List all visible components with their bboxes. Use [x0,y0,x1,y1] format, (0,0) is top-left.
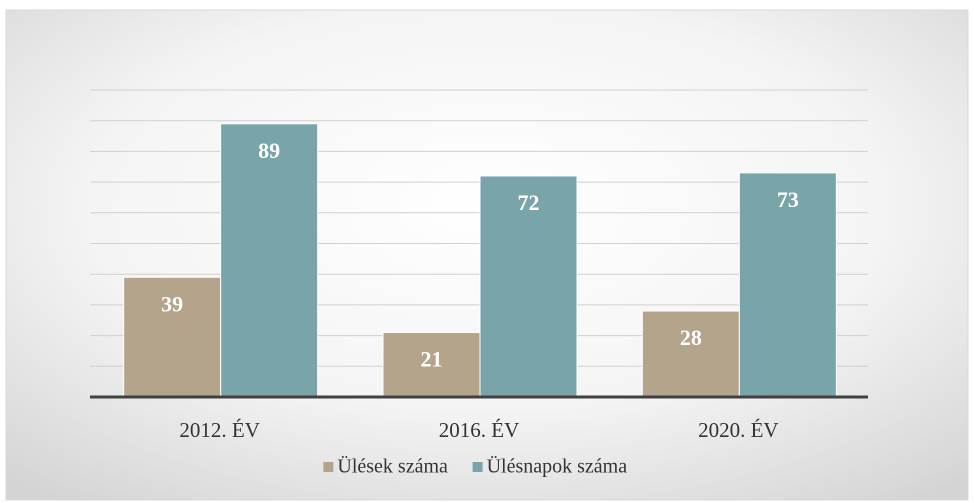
data-label: 72 [518,190,540,215]
legend-label: Ülések száma [337,455,448,478]
x-tick-label: 2016. ÉV [439,418,520,442]
bar [641,310,740,398]
data-label: 39 [161,291,183,316]
bar [220,123,319,398]
bar [123,276,222,398]
legend-swatch [472,462,483,472]
bar [738,172,837,398]
x-tick-label: 2020. ÉV [698,418,779,442]
data-label: 89 [258,138,280,163]
data-label: 28 [680,325,702,350]
bar [479,175,578,398]
x-tick-label: 2012. ÉV [179,418,260,442]
data-label: 21 [421,347,443,372]
legend-swatch [323,462,334,472]
data-label: 73 [777,187,799,212]
bar [382,332,481,398]
legend-label: Ülésnapok száma [487,455,628,478]
